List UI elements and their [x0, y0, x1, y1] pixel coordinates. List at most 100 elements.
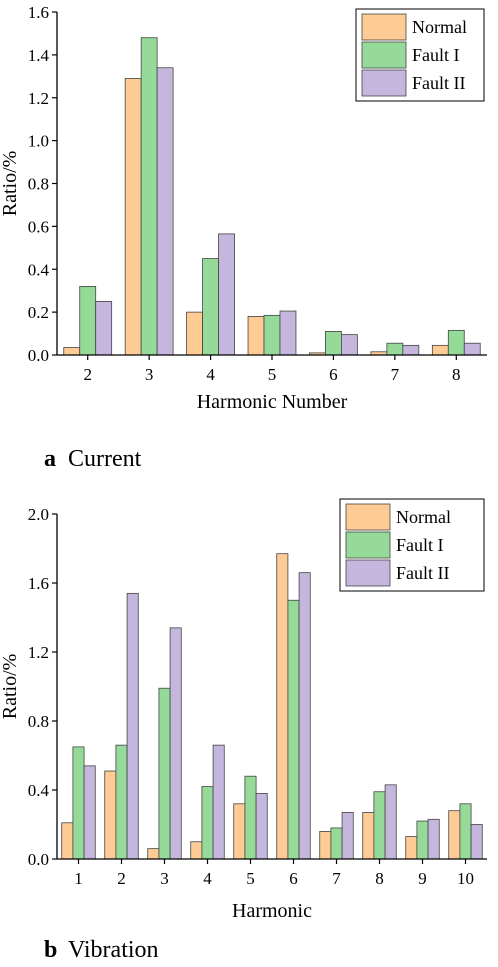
y-tick-label: 0.8 — [28, 712, 49, 731]
x-tick-label: 5 — [246, 869, 255, 888]
bar — [319, 830, 332, 860]
bar — [158, 687, 171, 860]
bar — [140, 37, 158, 356]
legend-label: Fault II — [412, 73, 466, 93]
bar — [330, 827, 343, 860]
legend-swatch — [361, 69, 407, 97]
x-tick-label: 10 — [457, 869, 474, 888]
x-tick-label: 4 — [203, 869, 212, 888]
caption-text: Current — [68, 446, 142, 472]
y-tick-label: 1.2 — [28, 643, 49, 662]
plot-area: 0.0 0.4 0.8 1.2 1.6 2.0 1 2 3 4 5 6 7 8 9 10 Harmonic Rat… — [0, 498, 487, 922]
bar — [244, 775, 257, 860]
x-axis-label: Harmonic — [232, 900, 312, 922]
x-tick-label: 7 — [391, 365, 400, 384]
y-tick-label: 1.0 — [28, 132, 49, 151]
bar — [212, 744, 225, 860]
bar — [169, 627, 182, 860]
bar — [276, 553, 289, 860]
bar — [233, 803, 246, 860]
y-tick-label: 0.2 — [28, 303, 49, 322]
x-tick-label: 8 — [375, 869, 384, 888]
y-axis-label: Ratio/% — [0, 654, 21, 720]
y-tick-label: 0.4 — [28, 781, 50, 800]
bar — [373, 791, 386, 860]
y-tick-label: 1.6 — [28, 3, 49, 22]
x-tick-label: 8 — [452, 365, 461, 384]
caption-letter: b — [44, 937, 57, 963]
bar — [402, 344, 420, 356]
bar — [427, 818, 440, 860]
bar — [190, 841, 203, 860]
bar — [79, 285, 97, 356]
legend-swatch — [361, 41, 407, 69]
x-tick-label: 7 — [332, 869, 341, 888]
bar — [279, 310, 297, 356]
current-harmonic-chart: 0.0 0.2 0.4 0.6 0.8 1.0 1.2 1.4 1.6 2 3 4 5 6 7 8 Harmon… — [0, 3, 487, 472]
bar — [341, 812, 354, 860]
bar — [405, 836, 418, 860]
legend-label: Fault II — [396, 563, 450, 583]
bar — [115, 744, 128, 860]
bar — [95, 301, 113, 356]
bar — [247, 316, 265, 356]
bar — [386, 342, 404, 356]
legend-label: Normal — [396, 507, 451, 527]
bar — [384, 784, 397, 860]
x-tick-label: 3 — [160, 869, 169, 888]
x-tick-label: 6 — [329, 365, 338, 384]
bar — [463, 342, 481, 356]
bar — [448, 810, 461, 860]
bar — [362, 812, 375, 860]
x-tick-label: 6 — [289, 869, 298, 888]
bar — [218, 233, 235, 356]
y-tick-label: 1.6 — [28, 574, 49, 593]
bar — [287, 599, 300, 860]
y-tick-label: 1.2 — [28, 89, 49, 108]
bar — [124, 78, 142, 356]
bar — [470, 824, 483, 860]
plot-area: 0.0 0.2 0.4 0.6 0.8 1.0 1.2 1.4 1.6 2 3 4 5 6 7 8 Harmon… — [0, 3, 487, 413]
x-tick-label: 5 — [268, 365, 277, 384]
y-tick-label: 0.8 — [28, 175, 49, 194]
bar — [63, 347, 81, 356]
bar — [341, 334, 358, 356]
y-tick-label: 0.6 — [28, 217, 49, 236]
x-tick-label: 1 — [74, 869, 83, 888]
bar — [186, 311, 203, 356]
caption-letter: a — [44, 446, 56, 472]
y-tick-label: 1.4 — [28, 46, 50, 65]
bar — [325, 331, 342, 356]
caption-text: Vibration — [68, 937, 159, 963]
bar — [298, 572, 311, 860]
bar — [72, 746, 85, 860]
bar — [459, 803, 472, 860]
x-tick-label: 4 — [206, 365, 215, 384]
bar — [126, 592, 139, 860]
bar — [431, 344, 449, 356]
legend-label: Fault I — [396, 535, 444, 555]
x-tick-label: 9 — [418, 869, 427, 888]
x-tick-label: 2 — [83, 365, 92, 384]
y-tick-label: 0.0 — [28, 346, 49, 365]
bar — [83, 765, 96, 860]
legend-label: Normal — [412, 17, 467, 37]
bar — [61, 822, 74, 860]
bar — [104, 770, 117, 860]
y-tick-label: 0.4 — [28, 260, 50, 279]
y-tick-label: 2.0 — [28, 505, 49, 524]
bar — [263, 314, 281, 356]
bar — [156, 67, 174, 356]
legend-swatch — [345, 503, 391, 531]
bar — [447, 329, 465, 356]
bar — [255, 793, 268, 860]
bar — [147, 848, 160, 860]
bar — [202, 258, 219, 356]
y-axis-label: Ratio/% — [0, 151, 21, 217]
bar — [416, 820, 429, 860]
y-tick-label: 0.0 — [28, 850, 49, 869]
bar — [201, 786, 214, 860]
vibration-harmonic-chart: 0.0 0.4 0.8 1.2 1.6 2.0 1 2 3 4 5 6 7 8 9 10 Harmonic Rat… — [0, 498, 487, 963]
x-tick-label: 2 — [117, 869, 126, 888]
legend-label: Fault I — [412, 45, 460, 65]
